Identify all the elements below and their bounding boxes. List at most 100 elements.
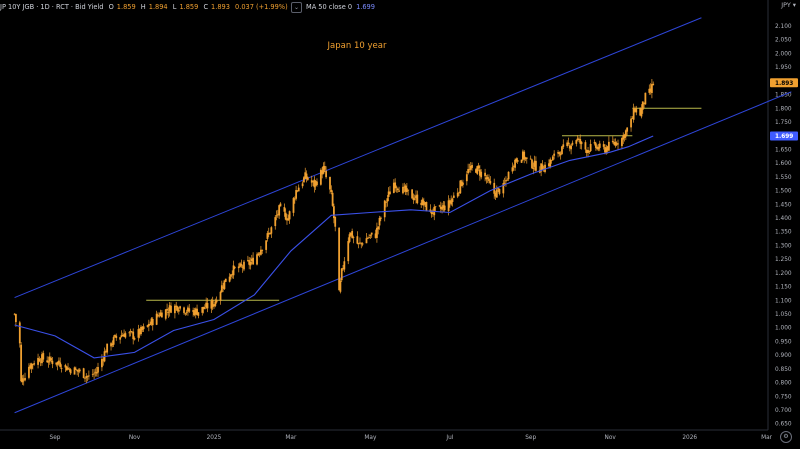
candle-body: [232, 265, 235, 276]
candle-body: [430, 210, 433, 215]
candle-body: [51, 360, 54, 365]
candle-body: [28, 366, 30, 378]
collapse-chevron-icon[interactable]: ⌄: [291, 1, 302, 13]
candle-body: [313, 179, 316, 188]
candle-body: [128, 332, 131, 334]
candle-body: [425, 202, 428, 212]
candle-body: [579, 138, 582, 144]
candle-body: [314, 181, 317, 186]
candle-body: [370, 232, 373, 235]
candle-body: [471, 165, 473, 168]
candle-body: [50, 358, 52, 361]
candle-body: [140, 326, 142, 335]
candle-body: [411, 189, 413, 199]
candle-body: [606, 146, 609, 151]
candle-body: [622, 135, 625, 140]
candle-body: [405, 188, 408, 193]
candle-body: [321, 170, 324, 175]
y-tick-label: 1.050: [775, 312, 792, 318]
candle-body: [206, 303, 209, 309]
candle-body: [630, 118, 632, 128]
change-value: 0.037 (+1.99%): [235, 3, 288, 11]
candle-body: [284, 212, 287, 220]
candle-body: [95, 372, 98, 374]
candle-body: [239, 263, 241, 267]
candle-body: [587, 150, 589, 153]
candle-body: [316, 181, 318, 185]
candle-body: [160, 312, 163, 318]
candle-body: [142, 326, 145, 330]
candle-body: [220, 285, 223, 293]
candle-body: [157, 314, 159, 316]
candle-body: [521, 151, 524, 160]
candle-body: [101, 359, 103, 368]
candle-body: [147, 323, 150, 327]
candle-body: [615, 143, 618, 145]
y-tick-label: 1.550: [775, 175, 792, 181]
candle-body: [424, 202, 427, 205]
candle-body: [562, 144, 565, 147]
low-value: 1.859: [179, 3, 199, 11]
candle-body: [168, 305, 171, 312]
candle-body: [489, 180, 492, 184]
candle-body: [305, 173, 308, 179]
candle-body: [478, 169, 481, 176]
candle-body: [249, 261, 252, 266]
candle-body: [29, 365, 32, 369]
candle-body: [378, 217, 381, 226]
candle-body: [475, 169, 477, 173]
candle-body: [114, 334, 116, 337]
candle-body: [374, 233, 377, 238]
candle-body: [342, 268, 344, 269]
y-tick-label: 1.750: [775, 120, 792, 126]
candle-body: [448, 200, 451, 204]
symbol-label[interactable]: JP 10Y JGB · 1D · RCT · Bid Yield: [0, 3, 104, 11]
trend-channel-line: [14, 17, 702, 299]
candle-body: [150, 318, 153, 325]
candle-body: [283, 207, 286, 212]
y-tick-label: 0.700: [775, 408, 792, 414]
candle-body: [115, 335, 118, 339]
last-price-badge-bg: [770, 78, 798, 88]
candle-body: [458, 192, 460, 194]
candle-body: [486, 177, 489, 179]
candle-body: [404, 185, 407, 192]
indicator-label[interactable]: MA 50 close 0: [306, 3, 353, 11]
candle-body: [443, 205, 446, 211]
y-tick-label: 1.350: [775, 230, 792, 236]
candle-body: [387, 191, 390, 197]
candle-body: [192, 310, 195, 312]
candle-body: [512, 166, 515, 168]
y-tick-label: 1.950: [775, 65, 792, 71]
gear-icon[interactable]: ⚙: [780, 431, 792, 443]
candle-body: [270, 227, 273, 234]
candle-body: [295, 190, 298, 199]
y-tick-label: 1.450: [775, 202, 792, 208]
candle-body: [594, 143, 597, 148]
candle-body: [292, 198, 295, 213]
candle-body: [432, 213, 434, 214]
currency-label[interactable]: JPY ▾: [781, 1, 796, 9]
candle-body: [484, 172, 486, 177]
candle-body: [498, 189, 501, 194]
candle-body: [267, 232, 270, 235]
candle-body: [394, 182, 397, 189]
candle-body: [452, 195, 455, 198]
candle-body: [467, 169, 470, 174]
candle-body: [550, 160, 553, 161]
candle-body: [177, 310, 180, 312]
candle-body: [137, 329, 140, 338]
candle-body: [77, 370, 80, 372]
candle-body: [151, 318, 154, 326]
x-tick-label: Nov: [129, 435, 141, 441]
candle-body: [605, 147, 608, 154]
candle-body: [76, 369, 79, 372]
candle-body: [322, 166, 325, 174]
x-tick-label: 2026: [682, 435, 697, 441]
candle-body: [138, 328, 141, 335]
candle-body: [480, 171, 483, 178]
candle-body: [415, 195, 417, 199]
candle-body: [205, 302, 208, 308]
